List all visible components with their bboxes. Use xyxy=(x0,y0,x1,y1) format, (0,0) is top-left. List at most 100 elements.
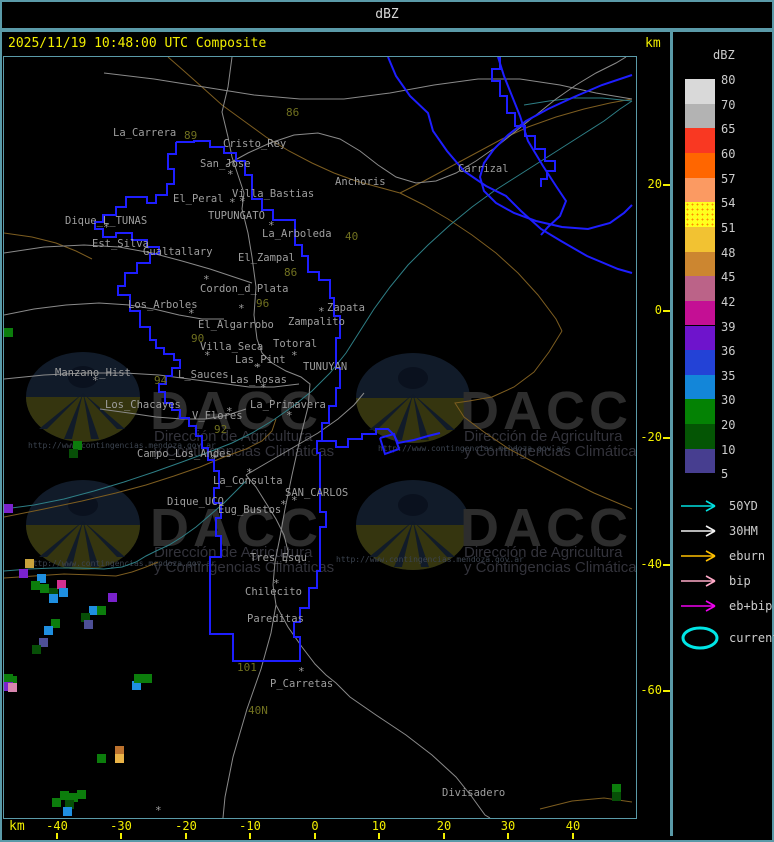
legend-item: 50YD xyxy=(679,498,758,514)
radar-echo xyxy=(39,638,48,647)
place-label: Carrizal xyxy=(458,163,509,175)
radar-echo xyxy=(8,676,17,685)
scale-swatch xyxy=(685,276,715,301)
y-axis-tick xyxy=(663,690,671,692)
y-axis-tick-label: -20 xyxy=(640,430,662,444)
place-marker: * xyxy=(260,381,267,394)
place-label: Villa_Seca xyxy=(200,341,263,353)
scale-tick-label: 45 xyxy=(721,270,736,285)
road-gray xyxy=(103,72,633,100)
road-tan xyxy=(167,57,401,194)
scale-tick-label: 60 xyxy=(721,146,736,161)
radar-echo xyxy=(143,674,152,683)
radar-echo xyxy=(612,792,621,801)
legend-item: current xyxy=(679,625,774,650)
dacc-watermark-logo xyxy=(26,352,140,442)
place-label: San_Jose xyxy=(200,158,251,170)
place-marker: * xyxy=(268,219,275,232)
road-gray xyxy=(4,244,253,284)
x-axis-tick-label: -40 xyxy=(46,819,68,833)
radar-echo xyxy=(59,588,68,597)
watermark-subtitle: y Contingencias Climáticas xyxy=(464,559,636,576)
dacc-watermark-logo xyxy=(26,480,140,570)
road-tan xyxy=(4,232,93,260)
radar-echo xyxy=(65,800,74,809)
dacc-watermark-text: DACC xyxy=(460,498,632,558)
place-marker: * xyxy=(286,409,293,422)
place-marker: * xyxy=(318,305,325,318)
place-label: La_Primavera xyxy=(250,399,326,411)
radar-echo xyxy=(132,681,141,690)
x-axis-tick xyxy=(443,833,445,839)
place-label: Los_Arboles xyxy=(128,299,198,311)
watermark-subtitle: Dirección de Agricultura xyxy=(464,428,623,445)
place-label: La_Consulta xyxy=(213,475,283,487)
dacc-watermark-text: DACC xyxy=(460,381,632,441)
road-tan xyxy=(399,192,563,332)
watermark-url: http://www.contingencias.mendoza.gov.ar xyxy=(28,559,216,568)
scale-swatch xyxy=(685,251,715,277)
scale-swatch xyxy=(685,424,715,449)
dacc-watermark-logo xyxy=(356,353,470,443)
radar-echo xyxy=(63,807,72,816)
y-axis-tick xyxy=(663,310,671,312)
watermark-url: http://www.contingencias.mendoza.gov.ar xyxy=(28,441,216,450)
place-label: Tres_Esqu xyxy=(250,552,307,564)
x-axis-tick xyxy=(572,833,574,839)
arrow-icon xyxy=(681,600,716,612)
place-marker: * xyxy=(291,494,298,507)
scale-tick-label: 35 xyxy=(721,368,736,383)
road-gray xyxy=(225,57,627,184)
place-label: V_Flores xyxy=(192,410,243,422)
place-marker: * xyxy=(229,196,236,209)
place-label: Zampalito xyxy=(288,316,345,328)
road-tan xyxy=(399,98,633,194)
radar-echo xyxy=(37,574,46,583)
route-label: 40 xyxy=(345,230,358,243)
place-label: Manzano_Hist xyxy=(55,367,131,379)
place-label: El_Peral xyxy=(173,193,224,205)
radar-echo xyxy=(57,580,66,589)
watermark-subtitle: Dirección de Agricultura xyxy=(154,544,313,561)
route-label: 86 xyxy=(286,106,299,119)
place-label: Las_Rosas xyxy=(230,374,287,386)
scale-tick-label: 65 xyxy=(721,122,736,137)
y-axis-tick-label: 0 xyxy=(654,303,662,317)
current-ellipse-icon xyxy=(681,626,719,650)
arrow-icon xyxy=(681,500,716,512)
legend-label: 50YD xyxy=(729,499,758,513)
x-axis-tick xyxy=(249,833,251,839)
radar-echo xyxy=(115,754,124,763)
place-label: Anchoris xyxy=(335,176,386,188)
river-teal xyxy=(4,100,633,510)
scale-title: dBZ xyxy=(713,48,735,62)
y-axis-tick-label: -60 xyxy=(640,683,662,697)
legend-item: eburn xyxy=(679,548,765,564)
road-gray xyxy=(221,57,311,818)
road-gray xyxy=(4,372,300,388)
x-axis-tick xyxy=(507,833,509,839)
radar-echo xyxy=(44,626,53,635)
place-label: El_Zampal xyxy=(238,252,295,264)
x-axis-tick xyxy=(120,833,122,839)
place-marker: * xyxy=(280,498,287,511)
radar-echo xyxy=(25,559,34,568)
dacc-watermark-text: DACC xyxy=(150,498,322,558)
scale-swatch xyxy=(685,128,715,153)
x-axis-tick-label: 0 xyxy=(311,819,319,833)
x-axis-tick xyxy=(185,833,187,839)
scale-tick-label: 30 xyxy=(721,393,736,408)
scale-tick-label: 10 xyxy=(721,442,736,457)
place-marker: * xyxy=(203,273,210,286)
arrow-icon xyxy=(681,525,716,537)
x-axis-tick-label: 40 xyxy=(565,819,581,833)
radar-echo xyxy=(8,683,17,692)
place-marker: * xyxy=(204,349,211,362)
place-label: Dique_L_TUNAS xyxy=(65,215,147,227)
radar-echo xyxy=(31,581,40,590)
route-label: 90 xyxy=(191,332,204,345)
place-label: El_Algarrobo xyxy=(198,319,274,331)
boundary-blue xyxy=(322,428,441,448)
radar-echo xyxy=(73,441,82,450)
